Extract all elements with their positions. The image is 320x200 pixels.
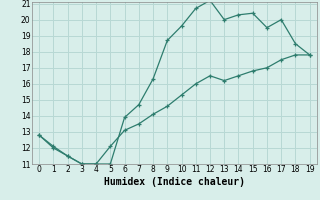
X-axis label: Humidex (Indice chaleur): Humidex (Indice chaleur)	[104, 177, 245, 187]
